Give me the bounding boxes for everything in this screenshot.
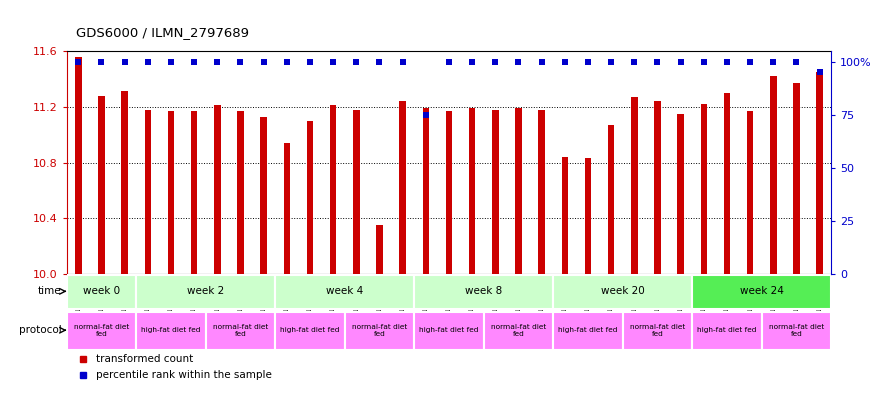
Bar [608,125,614,274]
Bar [631,97,637,274]
Text: week 0: week 0 [83,286,120,296]
Bar [307,121,313,274]
Bar [67,312,136,350]
Bar [284,143,290,274]
Text: normal-fat diet
fed: normal-fat diet fed [491,324,546,337]
Bar [539,110,545,274]
Bar [260,117,267,274]
Text: percentile rank within the sample: percentile rank within the sample [96,370,272,380]
Bar [693,275,831,309]
Bar [276,312,345,350]
Bar [770,76,776,274]
Bar [98,95,105,274]
Bar [136,312,205,350]
Bar [693,312,762,350]
Text: high-fat diet fed: high-fat diet fed [558,327,618,333]
Bar [136,275,276,309]
Bar [122,92,128,274]
Bar [191,111,197,274]
Bar [399,101,406,274]
Text: high-fat diet fed: high-fat diet fed [280,327,340,333]
Bar [376,225,382,274]
Text: high-fat diet fed: high-fat diet fed [141,327,201,333]
Bar [214,105,220,274]
Bar [724,93,730,274]
Bar [145,110,151,274]
Bar [67,275,136,309]
Bar [553,275,693,309]
Text: GDS6000 / ILMN_2797689: GDS6000 / ILMN_2797689 [76,26,249,39]
Bar [422,108,429,274]
Bar [747,111,753,274]
Text: transformed count: transformed count [96,354,193,364]
Text: normal-fat diet
fed: normal-fat diet fed [212,324,268,337]
Bar [445,111,453,274]
Bar [75,57,82,274]
Bar [553,312,622,350]
Text: high-fat diet fed: high-fat diet fed [697,327,757,333]
Bar [677,114,684,274]
Bar [330,105,336,274]
Text: normal-fat diet
fed: normal-fat diet fed [629,324,685,337]
Text: week 4: week 4 [326,286,364,296]
Bar [168,111,174,274]
Bar [205,312,276,350]
Text: time: time [38,286,61,296]
Text: week 24: week 24 [740,286,783,296]
Bar [492,110,499,274]
Bar [469,108,476,274]
Text: high-fat diet fed: high-fat diet fed [420,327,478,333]
Bar [414,312,484,350]
Bar [237,111,244,274]
Bar [654,101,661,274]
Text: protocol: protocol [19,325,61,335]
Bar [414,275,553,309]
Bar [816,72,823,274]
Bar [793,83,800,274]
Text: week 2: week 2 [187,286,224,296]
Text: normal-fat diet
fed: normal-fat diet fed [352,324,407,337]
Bar [484,312,553,350]
Bar [762,312,831,350]
Bar [562,157,568,274]
Text: normal-fat diet
fed: normal-fat diet fed [769,324,824,337]
Bar [622,312,693,350]
Bar [701,104,707,274]
Text: normal-fat diet
fed: normal-fat diet fed [74,324,129,337]
Bar [353,110,359,274]
Text: week 20: week 20 [601,286,645,296]
Bar [516,108,522,274]
Bar [345,312,414,350]
Text: week 8: week 8 [465,286,502,296]
Bar [585,158,591,274]
Bar [276,275,414,309]
